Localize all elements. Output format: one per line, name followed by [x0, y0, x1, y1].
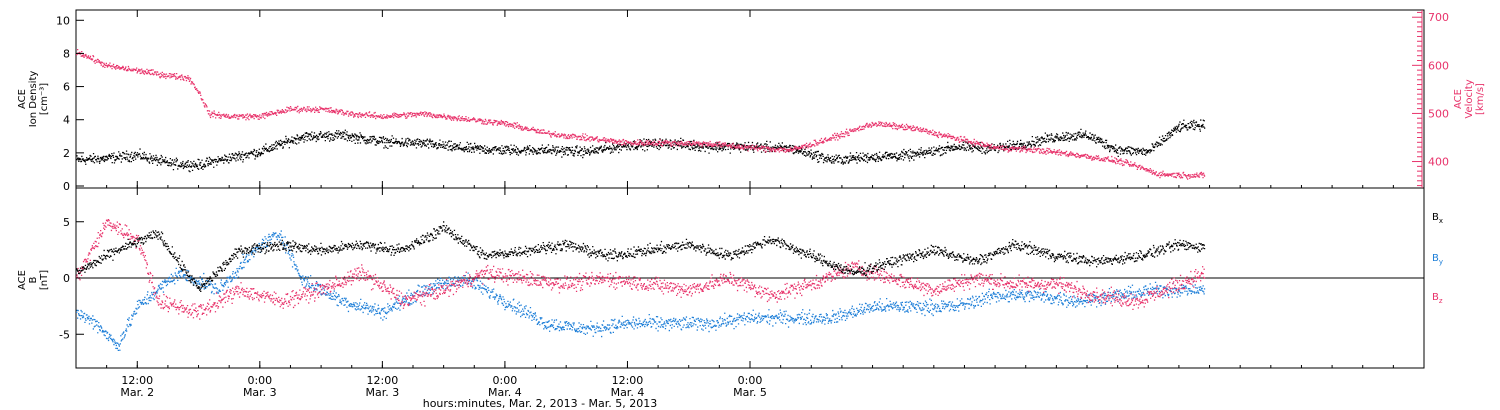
x-tick-label-date: Mar. 5: [733, 386, 767, 399]
legend-bx: Bx: [1432, 212, 1443, 225]
right-y-tick-label: 500: [1428, 107, 1449, 120]
left-y-tick-label: 0: [63, 180, 70, 193]
x-tick-label-date: Mar. 3: [243, 386, 277, 399]
by-series: [76, 230, 1206, 351]
x-tick-label-time: 0:00: [738, 374, 763, 387]
bottom-y-tick-label: 5: [63, 216, 70, 229]
x-tick-label-date: Mar. 4: [611, 386, 645, 399]
right-y-tick-label: 400: [1428, 156, 1449, 169]
left-y-tick-label: 2: [63, 147, 70, 160]
data-points: [76, 49, 1206, 351]
left-y-tick-label: 8: [63, 47, 70, 60]
left-y-tick-label: 4: [63, 114, 70, 127]
legend-by: By: [1432, 253, 1443, 266]
bottom-y-axis-label-line: B: [28, 276, 39, 283]
x-tick-label-time: 12:00: [612, 374, 644, 387]
x-tick-label-date: Mar. 2: [120, 386, 154, 399]
right-y-tick-label: 600: [1428, 59, 1449, 72]
legend-bz: Bz: [1432, 292, 1443, 305]
x-tick-label-time: 12:00: [367, 374, 399, 387]
x-tick-label-time: 0:00: [247, 374, 272, 387]
density-series-points: [76, 119, 1206, 173]
left-y-tick-label: 6: [63, 81, 70, 94]
bz-series-points: [76, 219, 1206, 320]
x-axis-label: hours:minutes, Mar. 2, 2013 - Mar. 5, 20…: [423, 397, 658, 410]
left-y-tick-label: 10: [56, 14, 70, 27]
x-tick-label-date: Mar. 4: [488, 386, 522, 399]
bottom-y-tick-label: -5: [59, 328, 70, 341]
x-tick-label-time: 12:00: [121, 374, 153, 387]
left-y-axis-label-line: [cm⁻³]: [39, 83, 50, 115]
velocity-series-points: [76, 49, 1206, 180]
x-tick-label-date: Mar. 3: [365, 386, 399, 399]
density-series: [76, 119, 1206, 173]
x-tick-label-time: 0:00: [493, 374, 518, 387]
right-y-tick-label: 700: [1428, 11, 1449, 24]
left-y-axis-label-line: ACE: [17, 89, 28, 109]
right-y-axis-label-line: Velocity: [1464, 79, 1475, 118]
by-series-points: [76, 230, 1206, 351]
left-y-axis-label-line: Ion Density: [28, 71, 39, 128]
top-panel-frame: [75, 9, 1425, 189]
bottom-y-tick-label: 0: [63, 272, 70, 285]
right-y-axis-label-line: [km/s]: [1475, 83, 1486, 115]
bottom-y-axis-label: ACE B [nT]: [17, 270, 50, 290]
left-y-axis-label: ACE Ion Density [cm⁻³]: [17, 71, 50, 128]
bottom-y-axis-label-line: [nT]: [39, 270, 50, 290]
bottom-y-axis-label-line: ACE: [17, 270, 28, 290]
axes: [76, 10, 1423, 368]
right-y-axis-label: ACE Velocity [km/s]: [1453, 79, 1486, 118]
right-y-axis-label-line: ACE: [1453, 89, 1464, 109]
velocity-series: [76, 49, 1206, 180]
bz-series: [76, 219, 1206, 320]
